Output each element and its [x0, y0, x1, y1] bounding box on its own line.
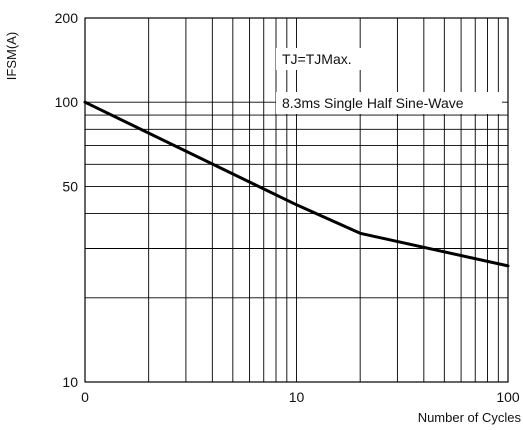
y-tick-labels: 10 50 100 200 — [55, 10, 79, 390]
annotation-2: 8.3ms Single Half Sine-Wave — [282, 95, 464, 111]
x-axis-label: Number of Cycles — [418, 410, 522, 425]
y-axis-label: IFSM(A) — [4, 32, 19, 80]
y-tick-label: 200 — [55, 10, 79, 26]
y-tick-label: 100 — [55, 94, 79, 110]
series-layer — [83, 100, 510, 268]
y-gridlines — [85, 101, 508, 299]
annotation-1: TJ=TJMax. — [282, 51, 352, 67]
annotation-1-background — [276, 48, 368, 70]
series-line-0 — [83, 100, 510, 268]
x-tick-label: 10 — [289, 389, 305, 405]
x-gridlines — [148, 18, 499, 382]
x-tick-labels: 0 10 100 — [81, 389, 520, 405]
annotation-2-background — [276, 92, 502, 114]
y-tick-label: 10 — [62, 374, 78, 390]
x-tick-label: 100 — [496, 389, 520, 405]
x-tick-label: 0 — [81, 389, 89, 405]
y-tick-label: 50 — [62, 178, 78, 194]
plot-frame — [84, 17, 509, 383]
